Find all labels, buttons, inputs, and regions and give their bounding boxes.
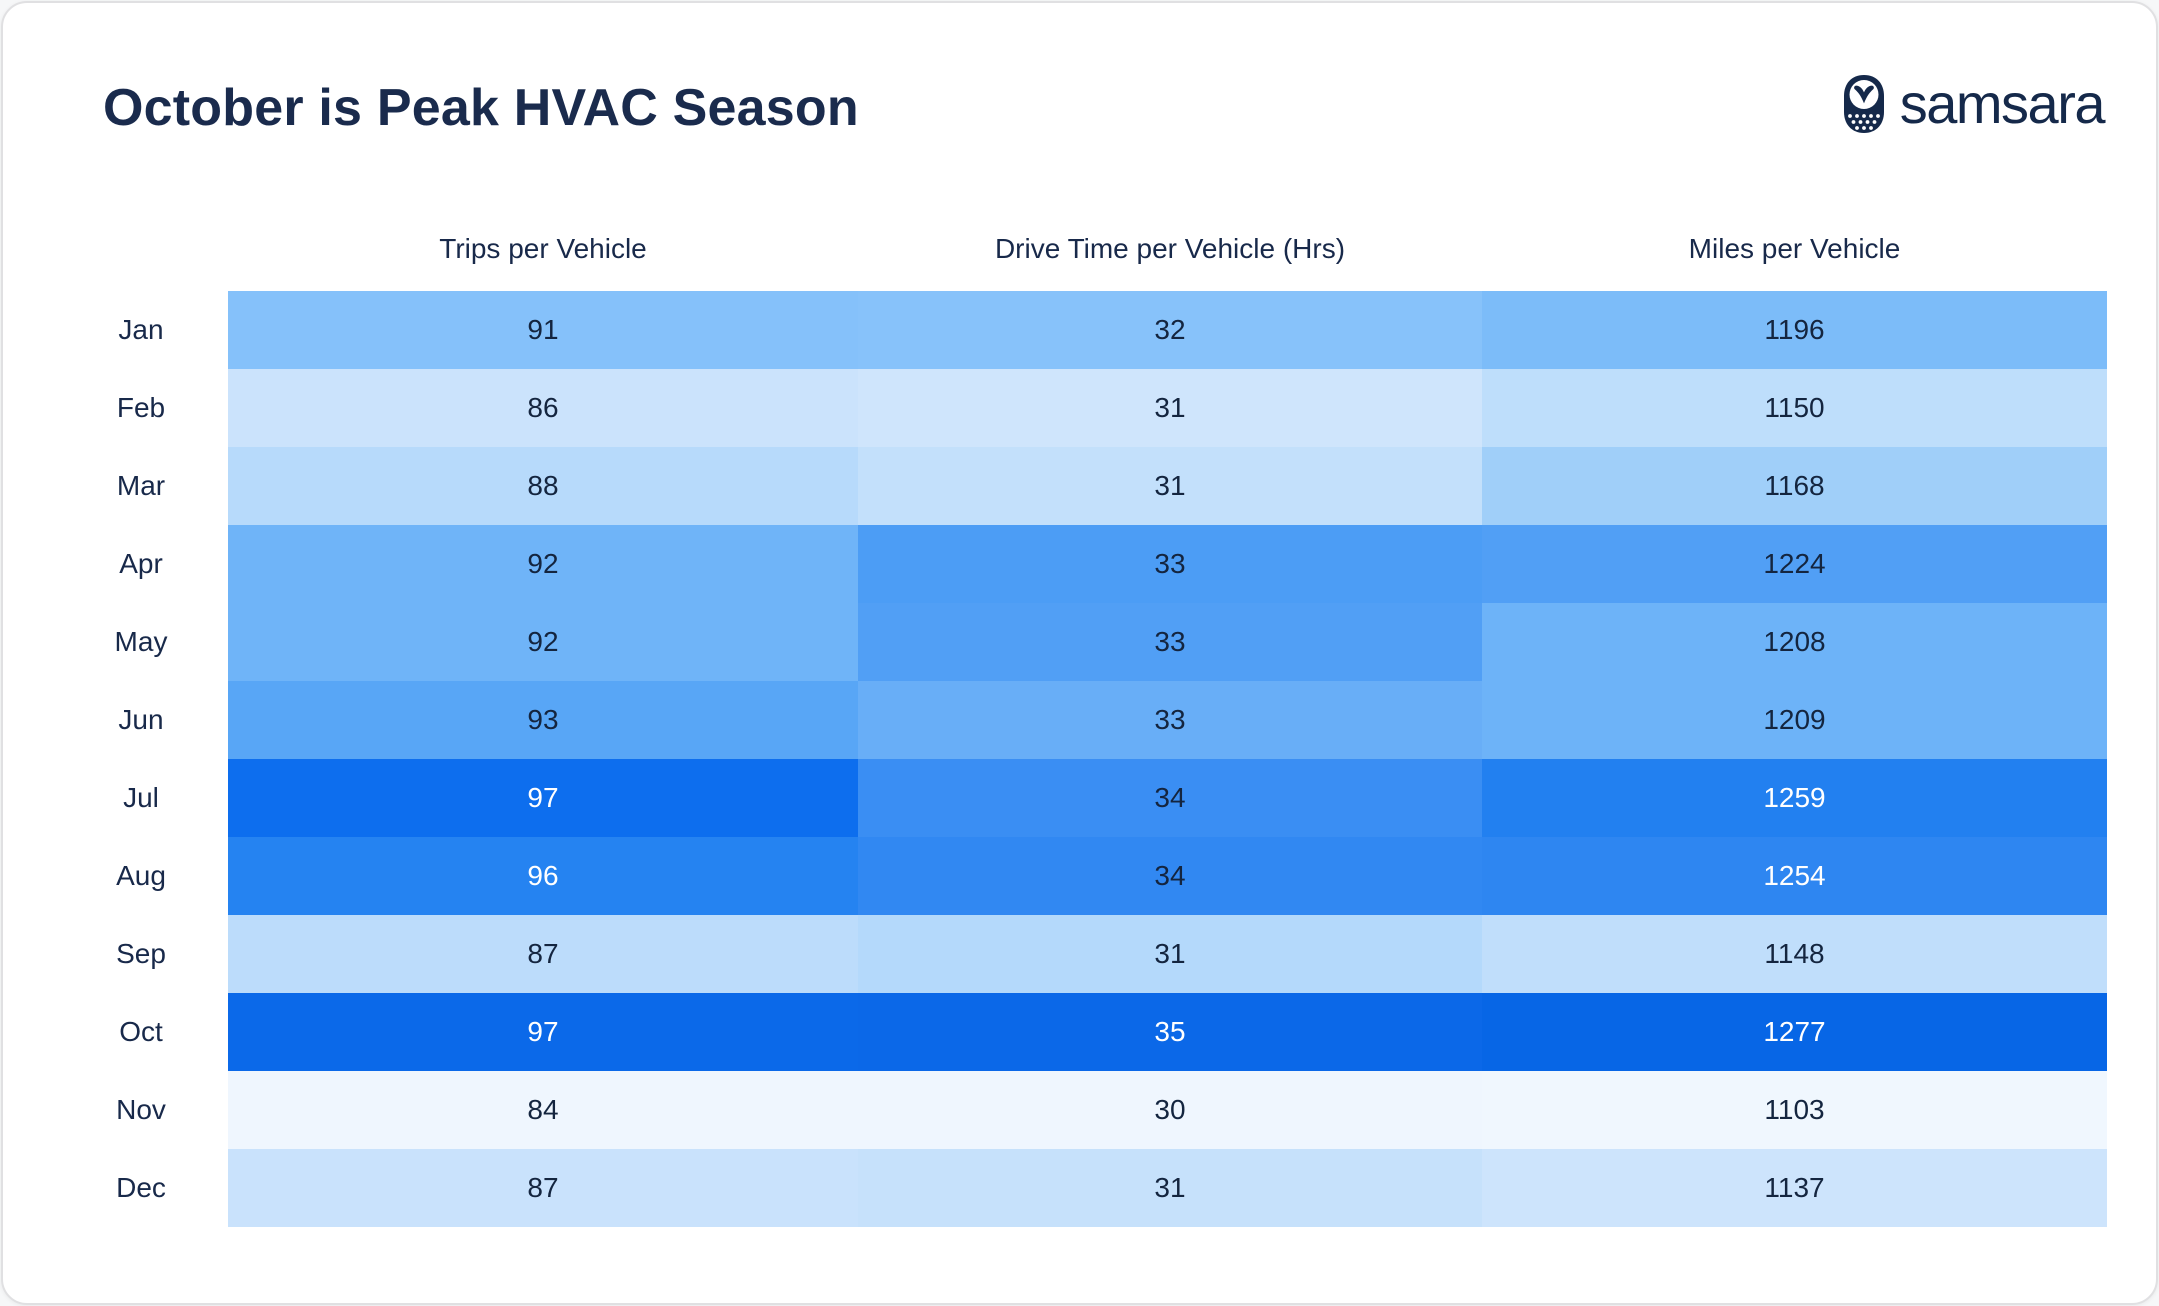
column-header-miles: Miles per Vehicle <box>1688 233 1901 264</box>
row-label-dec: Dec <box>116 1172 166 1203</box>
heatmap-cell-may-miles: 1208 <box>1482 603 2107 681</box>
samsara-logo: samsara <box>1840 71 2106 140</box>
heatmap-cell-oct-miles: 1277 <box>1482 993 2107 1071</box>
heatmap-cell-nov-miles: 1103 <box>1482 1071 2107 1149</box>
row-label-may: May <box>114 626 168 657</box>
row-label-aug: Aug <box>116 860 166 891</box>
heatmap-cell-apr-miles: 1224 <box>1482 525 2107 603</box>
heatmap-cell-oct-drive: 35 <box>858 993 1482 1071</box>
heatmap-cell-feb-drive: 31 <box>858 369 1482 447</box>
row-label-mar: Mar <box>116 470 166 501</box>
heatmap-cell-mar-miles: 1168 <box>1482 447 2107 525</box>
header-corner-spacer <box>78 213 228 285</box>
heatmap-cell-may-trips: 92 <box>228 603 858 681</box>
row-label-jan: Jan <box>118 314 164 345</box>
heatmap-cell-sep-miles: 1148 <box>1482 915 2107 993</box>
heatmap-cell-jan-miles: 1196 <box>1482 291 2107 369</box>
heatmap-cell-dec-drive: 31 <box>858 1149 1482 1227</box>
page-title: October is Peak HVAC Season <box>103 79 859 137</box>
heatmap-cell-dec-trips: 87 <box>228 1149 858 1227</box>
heatmap-cell-jul-trips: 97 <box>228 759 858 837</box>
heatmap-cell-sep-drive: 31 <box>858 915 1482 993</box>
heatmap-cell-jun-trips: 93 <box>228 681 858 759</box>
column-header-drive-time: Drive Time per Vehicle (Hrs) <box>994 233 1346 264</box>
heatmap-cell-mar-drive: 31 <box>858 447 1482 525</box>
heatmap-cell-jun-miles: 1209 <box>1482 681 2107 759</box>
row-label-sep: Sep <box>116 938 166 969</box>
samsara-owl-icon <box>1840 73 1888 140</box>
heatmap-cell-aug-miles: 1254 <box>1482 837 2107 915</box>
heatmap-cell-feb-miles: 1150 <box>1482 369 2107 447</box>
heatmap-cell-jul-drive: 34 <box>858 759 1482 837</box>
row-label-nov: Nov <box>116 1094 166 1125</box>
heatmap-cell-apr-trips: 92 <box>228 525 858 603</box>
samsara-wordmark: samsara <box>1899 71 2106 135</box>
column-header-trips: Trips per Vehicle <box>439 233 647 264</box>
heatmap-cell-oct-trips: 97 <box>228 993 858 1071</box>
heatmap-cell-sep-trips: 87 <box>228 915 858 993</box>
row-label-apr: Apr <box>119 548 163 579</box>
heatmap-cell-apr-drive: 33 <box>858 525 1482 603</box>
row-label-jul: Jul <box>123 782 159 813</box>
heatmap-table: Trips per Vehicle Drive Time per Vehicle… <box>78 213 2107 1227</box>
heatmap-cell-jan-trips: 91 <box>228 291 858 369</box>
heatmap-cell-nov-trips: 84 <box>228 1071 858 1149</box>
heatmap-cell-aug-drive: 34 <box>858 837 1482 915</box>
row-label-feb: Feb <box>116 392 166 423</box>
heatmap-cell-jan-drive: 32 <box>858 291 1482 369</box>
heatmap-cell-jul-miles: 1259 <box>1482 759 2107 837</box>
heatmap-cell-dec-miles: 1137 <box>1482 1149 2107 1227</box>
heatmap-cell-may-drive: 33 <box>858 603 1482 681</box>
heatmap-cell-nov-drive: 30 <box>858 1071 1482 1149</box>
row-label-jun: Jun <box>118 704 164 735</box>
heatmap-cell-mar-trips: 88 <box>228 447 858 525</box>
heatmap-cell-feb-trips: 86 <box>228 369 858 447</box>
heatmap-cell-aug-trips: 96 <box>228 837 858 915</box>
row-label-oct: Oct <box>119 1016 163 1047</box>
heatmap-cell-jun-drive: 33 <box>858 681 1482 759</box>
